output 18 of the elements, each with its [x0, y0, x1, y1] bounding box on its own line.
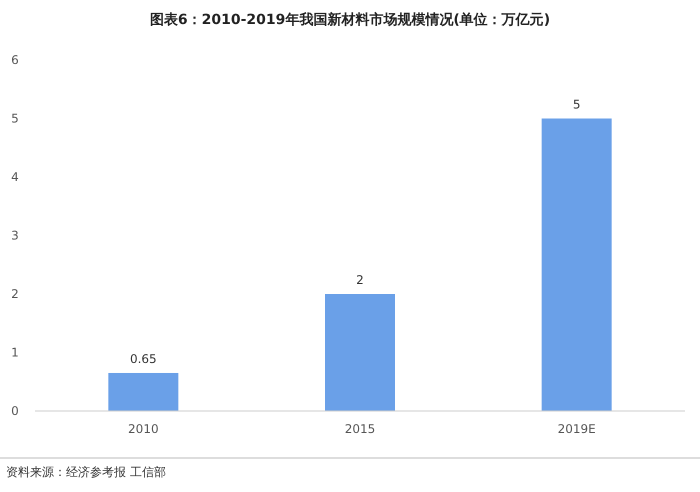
bar [108, 372, 178, 411]
x-tick-label: 2015 [344, 422, 376, 436]
y-tick-label: 1 [11, 346, 19, 360]
x-tick-label: 2019E [558, 422, 596, 436]
bar [325, 294, 395, 411]
data-label: 2 [356, 273, 364, 287]
data-label: 0.65 [130, 352, 157, 366]
chart-title: 图表6：2010-2019年我国新材料市场规模情况(单位：万亿元) [150, 11, 550, 28]
y-tick-label: 3 [11, 228, 19, 242]
y-tick-label: 5 [11, 112, 19, 126]
y-tick-label: 0 [11, 404, 19, 418]
y-tick-label: 2 [11, 287, 19, 301]
y-tick-label: 4 [11, 170, 19, 184]
data-label: 5 [572, 98, 580, 112]
bar [542, 118, 612, 411]
x-tick-label: 2010 [128, 422, 159, 436]
text: 资料来源：经济参考报 工信部 [6, 465, 166, 479]
y-tick-label: 6 [11, 53, 19, 67]
